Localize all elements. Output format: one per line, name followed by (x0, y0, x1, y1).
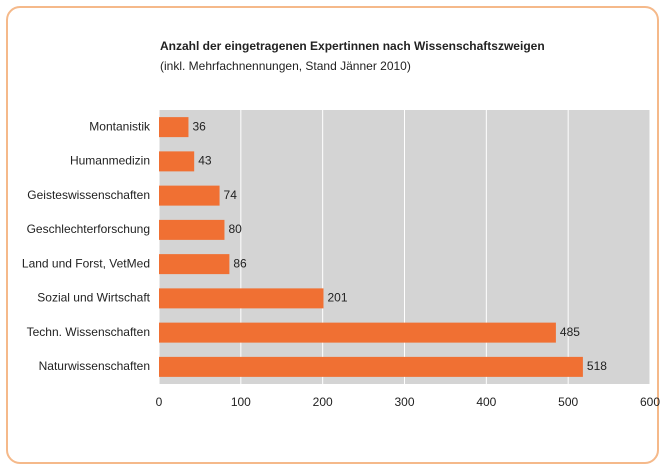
data-label: 201 (327, 291, 347, 305)
bar (159, 356, 583, 377)
chart-title: Anzahl der eingetragenen Expertinnen nac… (160, 39, 545, 53)
x-tick-label: 300 (394, 395, 414, 409)
y-tick-label: Techn. Wissenschaften (27, 325, 150, 339)
x-tick-label: 200 (313, 395, 333, 409)
x-tick-label: 500 (558, 395, 578, 409)
data-label: 74 (224, 188, 238, 202)
bar (159, 288, 324, 309)
bar (159, 219, 225, 240)
y-tick-label: Land und Forst, VetMed (22, 256, 150, 270)
x-tick-label: 400 (476, 395, 496, 409)
bar (159, 254, 230, 275)
x-tick-label: 0 (156, 395, 163, 409)
y-tick-label: Geisteswissenschaften (27, 188, 150, 202)
x-tick-label: 100 (231, 395, 251, 409)
y-tick-label: Sozial und Wirtschaft (37, 291, 150, 305)
chart-subtitle: (inkl. Mehrfachnennungen, Stand Jänner 2… (160, 59, 411, 73)
x-tick-label: 600 (640, 395, 660, 409)
data-label: 43 (198, 154, 212, 168)
data-label: 86 (233, 256, 247, 270)
y-tick-label: Geschlechterforschung (27, 222, 150, 236)
data-label: 485 (560, 325, 580, 339)
bar (159, 185, 220, 206)
y-tick-label: Naturwissenschaften (39, 359, 150, 373)
frame (6, 6, 659, 464)
bar (159, 117, 189, 138)
data-label: 36 (192, 119, 206, 133)
bar (159, 322, 556, 343)
data-label: 80 (228, 222, 242, 236)
data-label: 518 (587, 359, 607, 373)
y-tick-label: Montanistik (89, 119, 151, 133)
bar (159, 151, 195, 172)
y-tick-label: Humanmedizin (70, 154, 150, 168)
